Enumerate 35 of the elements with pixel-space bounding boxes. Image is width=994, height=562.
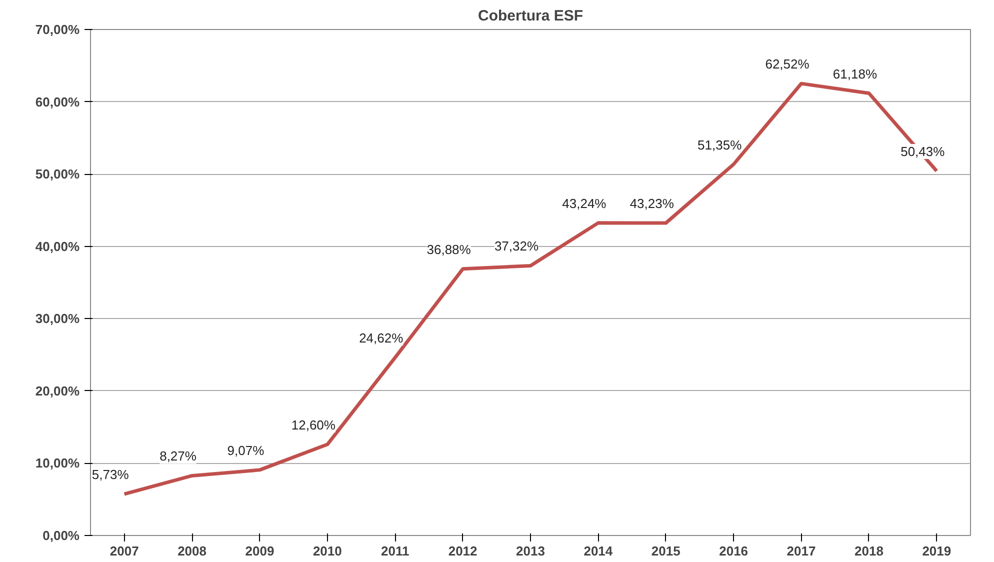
data-label: 37,32% <box>494 238 539 254</box>
data-label: 43,23% <box>630 196 674 212</box>
data-label: 8,27% <box>160 448 197 464</box>
x-tick-label: 2009 <box>245 544 274 558</box>
x-tick-label: 2008 <box>178 544 206 558</box>
x-tick-label: 2016 <box>719 544 748 558</box>
y-tick-label: 20,00% <box>35 383 80 398</box>
data-label: 43,24% <box>562 196 607 211</box>
x-tick-label: 2013 <box>516 544 545 558</box>
data-label: 62,52% <box>765 56 810 72</box>
x-tick-label: 2014 <box>584 544 614 558</box>
x-tick-label: 2018 <box>854 544 884 558</box>
y-tick-label: 10,00% <box>35 456 80 471</box>
data-label: 36,88% <box>426 242 472 257</box>
data-label: 50,43% <box>900 144 946 159</box>
data-label: 51,35% <box>698 137 742 152</box>
x-tick-label: 2012 <box>448 544 478 558</box>
y-tick-label: 30,00% <box>35 311 80 326</box>
data-label: 5,73% <box>92 467 130 482</box>
data-label: 9,07% <box>227 442 265 458</box>
y-tick-label: 50,00% <box>35 166 80 182</box>
y-tick-label: 70,00% <box>35 22 80 37</box>
y-tick-label: 40,00% <box>35 238 80 254</box>
data-label: 12,60% <box>291 417 336 432</box>
x-tick-label: 2010 <box>312 544 342 558</box>
x-tick-label: 2007 <box>110 544 139 558</box>
x-tick-label: 2015 <box>651 544 680 558</box>
y-tick-label: 0,00% <box>42 528 80 543</box>
data-label: 24,62% <box>359 330 404 346</box>
y-tick-label: 60,00% <box>35 94 80 110</box>
x-tick-label: 2017 <box>786 544 816 558</box>
chart-title: Cobertura ESF <box>478 8 584 24</box>
data-label: 61,18% <box>832 66 878 82</box>
x-tick-label: 2011 <box>381 544 410 558</box>
x-tick-label: 2019 <box>922 544 952 558</box>
